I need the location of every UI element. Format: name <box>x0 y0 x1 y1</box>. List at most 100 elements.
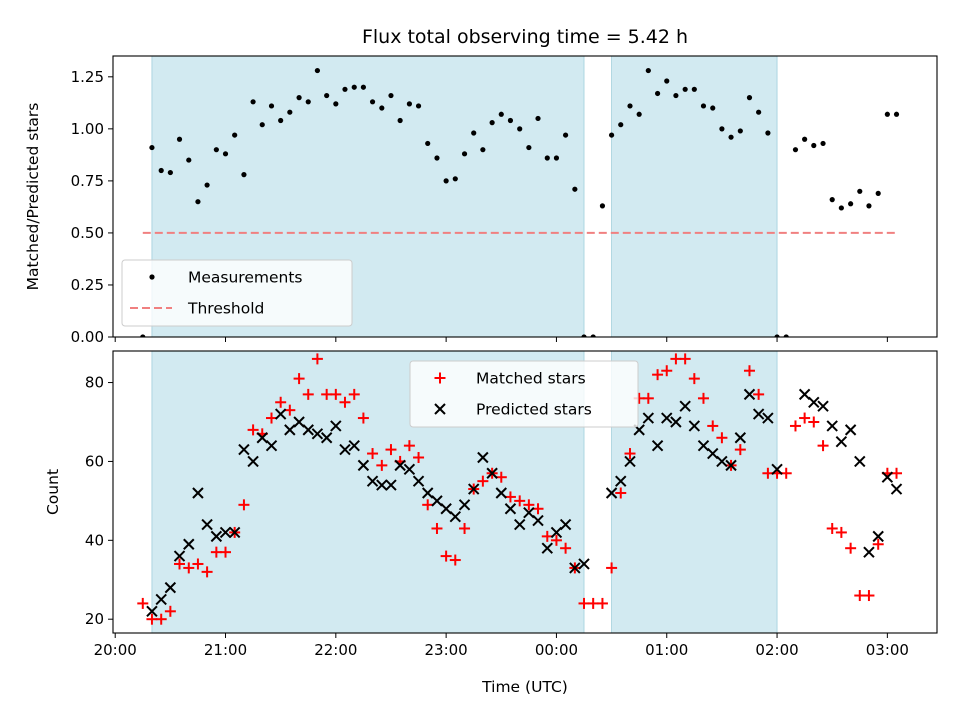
predicted-star-point <box>679 400 691 412</box>
predicted-star-point <box>192 487 204 499</box>
matched-star-point <box>523 499 535 511</box>
predicted-star-point <box>394 459 406 472</box>
predicted-star-point <box>835 436 848 448</box>
matched-star-point <box>477 475 489 487</box>
measurement-point <box>360 84 366 90</box>
predicted-star-point <box>265 439 278 452</box>
predicted-star-point <box>256 432 268 444</box>
bottom-y-tick-label: 80 <box>85 374 104 392</box>
predicted-star-point <box>449 510 461 523</box>
measurement-point <box>829 197 835 203</box>
matched-star-point <box>155 613 167 625</box>
legend-box <box>409 360 639 428</box>
predicted-star-point <box>302 424 314 436</box>
predicted-star-point <box>569 562 581 574</box>
predicted-star-point <box>403 463 416 476</box>
measurement-point <box>204 182 210 188</box>
measurement-point <box>186 157 192 163</box>
measurement-point <box>848 201 854 207</box>
matched-star-point <box>275 396 287 408</box>
measurement-point <box>369 99 376 105</box>
predicted-star-point <box>458 499 471 511</box>
matched-star-point <box>670 353 682 365</box>
matched-star-point <box>789 420 801 432</box>
matched-star-point <box>734 444 746 456</box>
matched-star-point <box>652 369 664 381</box>
measurement-point <box>140 334 146 337</box>
predicted-star-point <box>688 420 701 432</box>
matched-star-point <box>753 388 765 400</box>
predicted-star-point <box>339 443 351 456</box>
matched-star-point <box>201 566 213 578</box>
matched-star-point <box>339 396 351 408</box>
measurement-point <box>875 190 881 196</box>
predicted-star-point <box>771 463 783 476</box>
matched-star-point <box>560 542 572 554</box>
matched-star-point <box>367 448 379 460</box>
matched-star-point <box>606 562 618 574</box>
measurement-point <box>324 92 330 99</box>
matched-star-point <box>688 373 700 385</box>
predicted-star-point <box>550 526 563 539</box>
measurement-point <box>517 126 523 132</box>
predicted-star-point <box>513 518 526 531</box>
measurement-point <box>636 111 642 117</box>
bottom-axes-frame <box>112 350 938 634</box>
matched-star-point <box>357 412 369 424</box>
predicted-star-point <box>808 396 820 408</box>
predicted-star-point <box>697 439 710 452</box>
measurement-point <box>664 78 670 84</box>
measurement-point <box>820 140 826 147</box>
bottom-y-tick-label: 40 <box>85 531 104 549</box>
matched-star-point <box>615 487 627 499</box>
matched-star-point <box>743 365 755 377</box>
measurement-point <box>562 132 569 138</box>
measurement-point <box>792 147 799 153</box>
measurement-point <box>305 99 311 105</box>
x-tick-label: 01:00 <box>645 641 688 659</box>
bottom-y-axis-title: Count <box>44 469 62 515</box>
matched-star-point <box>422 499 434 511</box>
matched-star-point <box>183 562 195 574</box>
matched-star-point <box>247 424 259 436</box>
measurement-point <box>691 86 697 92</box>
measurement-point <box>866 203 872 209</box>
measurement-point <box>388 92 394 99</box>
measurement-point <box>167 169 173 176</box>
matched-star-point <box>413 451 425 463</box>
measurement-point <box>893 111 900 117</box>
predicted-star-point <box>826 420 838 432</box>
measurement-point <box>608 132 615 138</box>
measurement-point <box>618 122 624 128</box>
legend-label: Threshold <box>187 300 264 318</box>
matched-star-point <box>164 605 176 617</box>
predicted-star-point <box>274 408 287 420</box>
matched-star-point <box>266 412 278 424</box>
predicted-star-point <box>422 487 434 499</box>
matched-star-point <box>146 613 158 625</box>
x-tick-label: 22:00 <box>314 641 357 659</box>
matched-star-point <box>504 491 516 503</box>
predicted-star-point <box>762 412 774 424</box>
matched-star-point <box>799 412 811 424</box>
predicted-star-point <box>238 443 250 456</box>
measurement-point <box>838 205 844 211</box>
measurement-point <box>581 334 587 337</box>
matched-star-point <box>780 467 792 479</box>
matched-star-point <box>495 471 507 483</box>
measurement-point <box>765 130 771 136</box>
measurement-point <box>857 188 863 194</box>
top-y-tick-label: 0.50 <box>71 224 104 242</box>
bottom-plot-area <box>137 351 903 633</box>
measurement-point <box>259 122 265 128</box>
legend-measurement-swatch <box>149 274 155 280</box>
measurement-point <box>544 155 550 161</box>
matched-star-point <box>835 526 847 538</box>
matched-star-point <box>311 353 323 365</box>
legend-label: Matched stars <box>476 370 586 388</box>
measurement-point <box>379 105 385 111</box>
top-y-tick-label: 1.00 <box>71 120 104 138</box>
measurement-point <box>535 115 541 122</box>
measurement-point <box>627 103 633 109</box>
